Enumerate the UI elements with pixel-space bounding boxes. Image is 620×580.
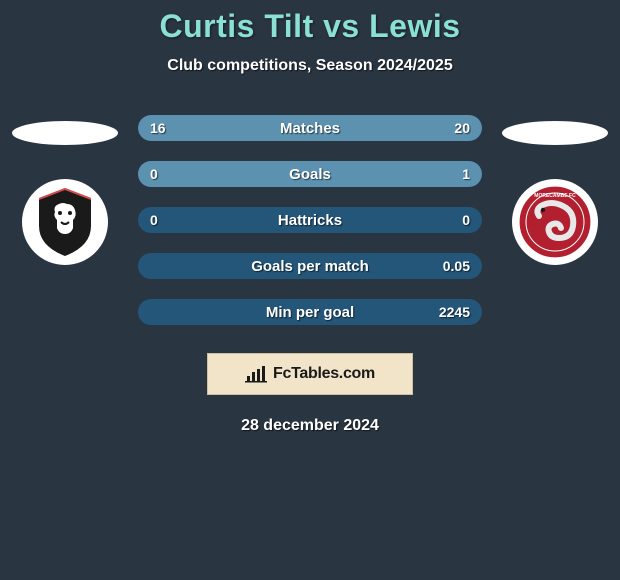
player-right-club-badge: MORECAMBE FC [512,179,598,265]
bar-chart-icon [245,365,267,383]
player-left-flag [12,121,118,145]
stat-row: 16 Matches 20 [138,115,482,141]
player-right-flag [502,121,608,145]
stat-value-right: 0.05 [443,258,470,274]
stat-fill-right [138,161,482,187]
player-right-column: MORECAMBE FC [500,115,610,265]
shrimp-badge-icon: MORECAMBE FC [517,184,593,260]
stat-value-left: 0 [150,212,158,228]
brand-box[interactable]: FcTables.com [207,353,413,395]
stat-row: 0 Hattricks 0 [138,207,482,233]
stat-row: Min per goal 2245 [138,299,482,325]
stat-row: 0 Goals 1 [138,161,482,187]
stat-row: Goals per match 0.05 [138,253,482,279]
player-left-column [10,115,120,265]
stat-value-right: 0 [462,212,470,228]
stat-label: Hattricks [138,212,482,229]
date-label: 28 december 2024 [0,417,620,435]
shield-lion-icon [33,186,97,258]
stat-label: Min per goal [138,304,482,321]
page-title: Curtis Tilt vs Lewis [0,8,620,45]
stat-value-right: 2245 [439,304,470,320]
svg-text:MORECAMBE FC: MORECAMBE FC [534,193,576,199]
stat-fill-right [289,115,482,141]
brand-label: FcTables.com [273,365,375,383]
subtitle: Club competitions, Season 2024/2025 [0,57,620,75]
player-left-club-badge [22,179,108,265]
comparison-widget: Curtis Tilt vs Lewis Club competitions, … [0,0,620,435]
stat-label: Goals per match [138,258,482,275]
stat-fill-left [138,115,289,141]
main-row: 16 Matches 20 0 Goals 1 0 Hattricks 0 [0,115,620,325]
stats-list: 16 Matches 20 0 Goals 1 0 Hattricks 0 [138,115,482,325]
